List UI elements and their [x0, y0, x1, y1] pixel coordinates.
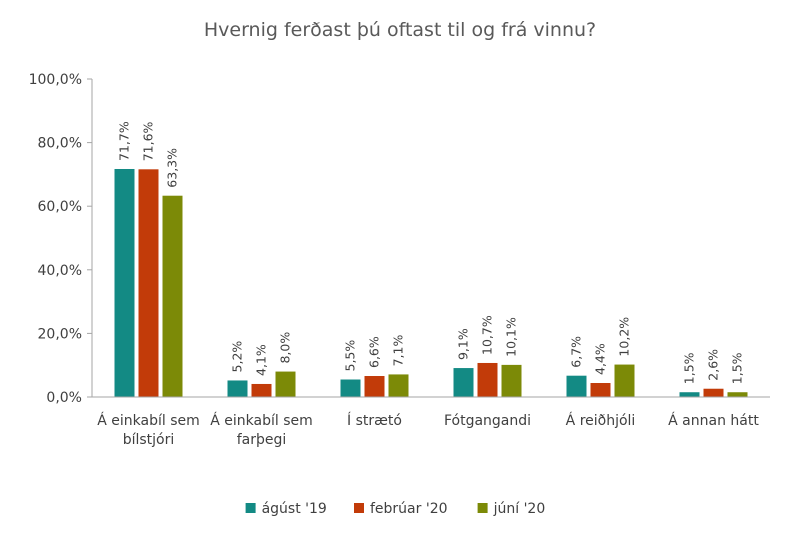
y-tick-label: 40,0% [38, 263, 82, 279]
x-axis: Á einkabíl sem bílstjóri Á einkabíl sem far… [92, 396, 770, 448]
data-label: 1,5% [730, 352, 745, 384]
x-tick-label: Á reiðhjóli [566, 412, 636, 429]
bar [727, 392, 748, 397]
x-tick-label-line: Á reiðhjóli [566, 412, 636, 429]
x-tick-label: Á einkabíl sem farþegi [210, 412, 313, 448]
data-label: 2,6% [706, 349, 721, 381]
data-label: 1,5% [682, 352, 697, 384]
x-tick-label-line: bílstjóri [123, 432, 175, 448]
bar [251, 383, 272, 397]
y-tick-label: 60,0% [38, 199, 82, 215]
x-tick-label-line: Á einkabíl sem [210, 412, 313, 429]
bar [364, 376, 385, 397]
data-label: 8,0% [278, 332, 293, 364]
y-tick-label: 20,0% [38, 326, 82, 342]
data-label: 6,6% [367, 336, 382, 368]
legend: ágúst '19 febrúar '20 júní '20 [245, 501, 546, 517]
legend-swatch [354, 503, 364, 513]
chart-title: Hvernig ferðast þú oftast til og frá vin… [204, 19, 596, 41]
x-tick-label: Á einkabíl sem bílstjóri [97, 412, 200, 448]
data-label: 63,3% [165, 148, 180, 188]
x-tick-label-line: Fótgangandi [444, 413, 531, 429]
x-tick-label: Á annan hátt [668, 412, 759, 429]
legend-swatch [477, 503, 488, 513]
bar [162, 195, 183, 397]
x-tick-label-line: farþegi [237, 432, 287, 448]
data-label: 5,2% [230, 341, 245, 373]
legend-swatch [245, 503, 256, 513]
bar [138, 169, 159, 397]
bar [340, 379, 361, 397]
data-label: 71,7% [117, 121, 132, 161]
bar [679, 392, 700, 397]
y-tick-label: 100,0% [29, 72, 82, 88]
data-label: 10,2% [617, 317, 632, 357]
data-label: 7,1% [391, 335, 406, 367]
data-label: 5,5% [343, 340, 358, 372]
bar [275, 371, 296, 397]
bar [114, 168, 135, 397]
data-label: 4,4% [593, 343, 608, 375]
data-label: 9,1% [456, 328, 471, 360]
bars: 71,7% 71,6% 63,3% 5,2% 4,1% 8,0% 5,5% 6,6% 7,1% 9… [114, 121, 748, 397]
x-tick-label-line: Í strætó [347, 412, 402, 429]
y-axis: 0,0% 20,0% 40,0% 60,0% 80,0% 100,0% [29, 72, 93, 406]
bar [703, 388, 724, 397]
bar [614, 364, 635, 397]
data-label: 10,1% [504, 317, 519, 357]
x-tick-label: Í strætó [347, 412, 402, 429]
x-tick-label: Fótgangandi [444, 413, 531, 429]
y-tick-label: 0,0% [46, 390, 82, 406]
bar [453, 368, 474, 397]
legend-label: febrúar '20 [370, 501, 448, 517]
bar [477, 362, 498, 397]
bar [501, 364, 522, 397]
data-label: 4,1% [254, 344, 269, 376]
legend-label: ágúst '19 [262, 501, 327, 517]
x-tick-label-line: Á annan hátt [668, 412, 759, 429]
data-label: 71,6% [141, 121, 156, 161]
legend-label: júní '20 [493, 501, 546, 517]
y-tick-label: 80,0% [38, 136, 82, 152]
data-label: 10,7% [480, 315, 495, 355]
bar [388, 374, 409, 397]
bar [227, 380, 248, 397]
data-label: 6,7% [569, 336, 584, 368]
bar [566, 375, 587, 397]
bar [590, 383, 611, 397]
x-tick-label-line: Á einkabíl sem [97, 412, 200, 429]
